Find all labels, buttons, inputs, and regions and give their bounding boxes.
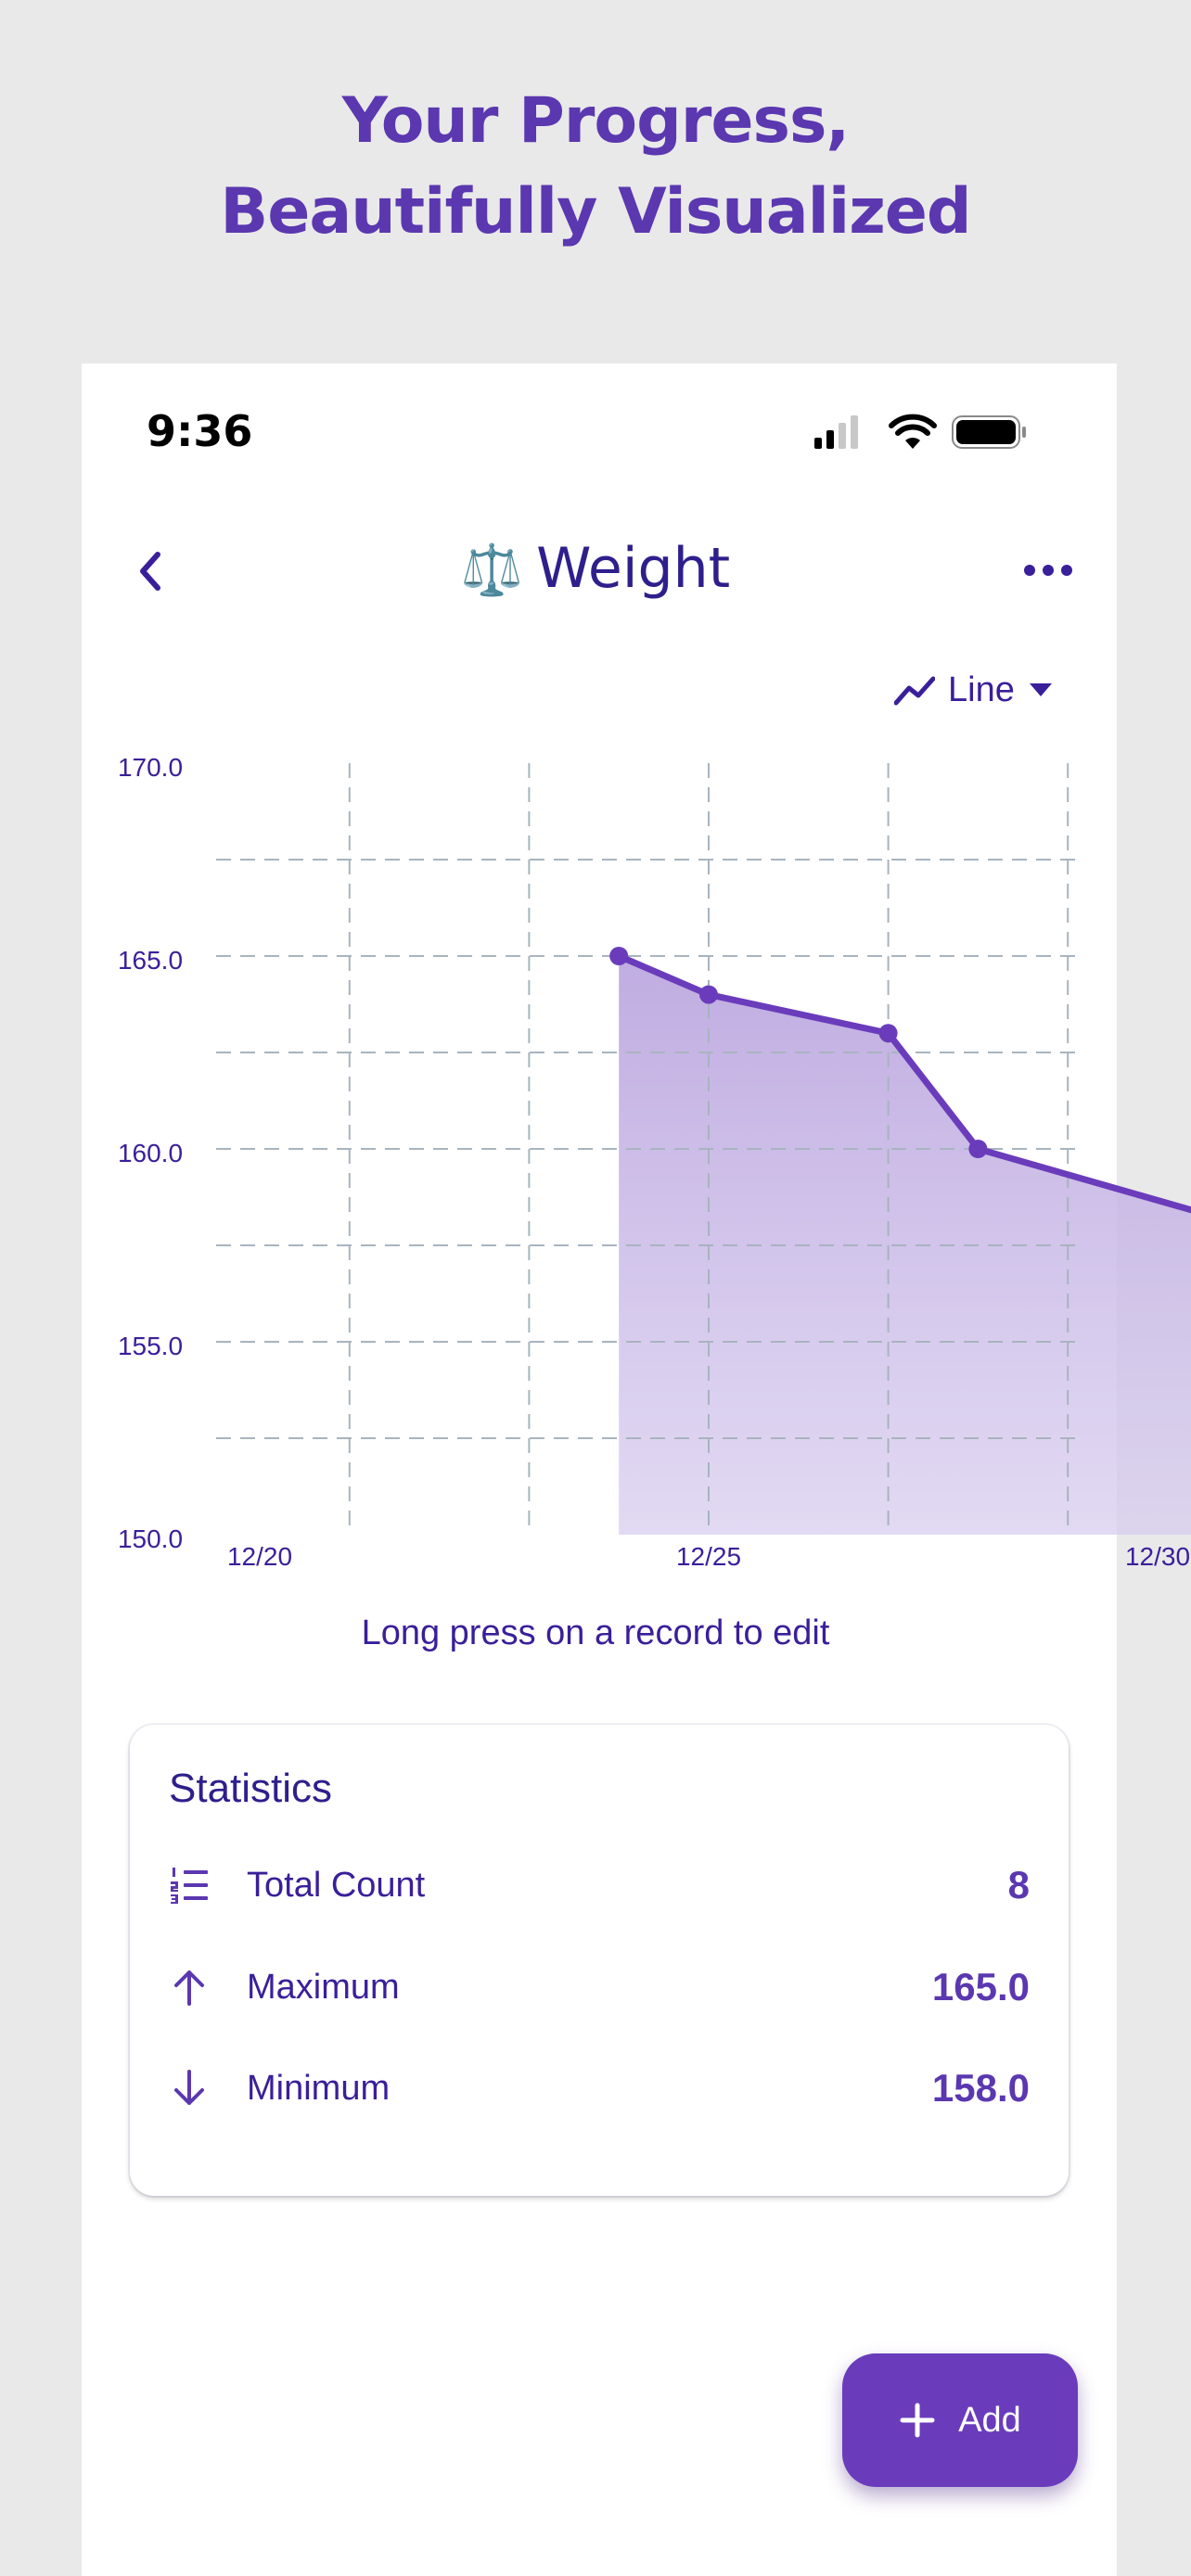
add-record-button[interactable]: Add	[842, 2353, 1078, 2487]
status-icons	[814, 414, 1026, 449]
stat-label: Total Count	[247, 1865, 426, 1905]
more-horizontal-icon	[1024, 565, 1072, 576]
more-options-button[interactable]	[1020, 556, 1076, 584]
stat-label: Maximum	[247, 1967, 400, 2007]
arrow-down-icon	[174, 2070, 204, 2105]
scale-icon: ⚖️	[460, 541, 524, 599]
data-point[interactable]	[968, 1140, 988, 1158]
stat-value: 158.0	[931, 2066, 1030, 2110]
statistics-card: Statistics Total Count 8 Maximum 165.0 M…	[130, 1725, 1069, 2196]
caret-down-icon	[1029, 683, 1052, 696]
weight-chart: 170.0 165.0 160.0 155.0 150.0 12/20 12/25 12/30…	[118, 753, 1191, 1571]
edit-hint: Long press on a record to edit	[361, 1613, 830, 1652]
y-tick-label: 155.0	[118, 1332, 183, 1360]
y-tick-label: 165.0	[118, 946, 183, 975]
plus-icon	[900, 2403, 935, 2438]
statistics-title: Statistics	[169, 1766, 333, 1811]
x-tick-label: 12/20	[227, 1542, 292, 1571]
stat-row-total-count: Total Count 8	[169, 1853, 1030, 1918]
chevron-left-icon	[140, 552, 160, 591]
page-title-text: Weight	[536, 536, 731, 601]
x-tick-label: 12/25	[676, 1542, 741, 1571]
page-title: ⚖️ Weight	[0, 536, 1191, 601]
chart-type-label: Line	[948, 670, 1015, 709]
stat-label: Minimum	[247, 2068, 391, 2108]
numbered-list-icon	[171, 1868, 208, 1904]
promo-line-1: Your Progress,	[341, 84, 851, 158]
battery-icon	[952, 415, 1026, 449]
cellular-signal-icon	[814, 415, 858, 449]
y-tick-label: 150.0	[118, 1524, 183, 1553]
stat-value: 8	[1007, 1863, 1030, 1906]
data-point[interactable]	[609, 947, 629, 965]
add-button-label: Add	[958, 2400, 1021, 2440]
data-point[interactable]	[878, 1024, 898, 1043]
status-time: 9:36	[147, 406, 253, 456]
data-point[interactable]	[699, 985, 718, 1004]
line-chart-icon	[894, 676, 935, 706]
promo-line-2: Beautifully Visualized	[220, 175, 971, 249]
stat-value: 165.0	[931, 1965, 1030, 2009]
x-tick-label: 12/30	[1125, 1542, 1190, 1571]
y-tick-label: 170.0	[118, 753, 183, 782]
y-tick-label: 160.0	[118, 1139, 183, 1167]
back-button[interactable]	[130, 545, 171, 597]
promo-headline: Your Progress, Beautifully Visualized	[0, 76, 1191, 258]
stat-row-maximum: Maximum 165.0	[169, 1955, 1030, 2020]
wifi-icon	[889, 414, 937, 449]
series-line	[615, 952, 1191, 1214]
arrow-up-icon	[174, 1970, 204, 2006]
stat-row-minimum: Minimum 158.0	[169, 2056, 1030, 2121]
chart-type-dropdown[interactable]: Line	[894, 662, 1054, 718]
